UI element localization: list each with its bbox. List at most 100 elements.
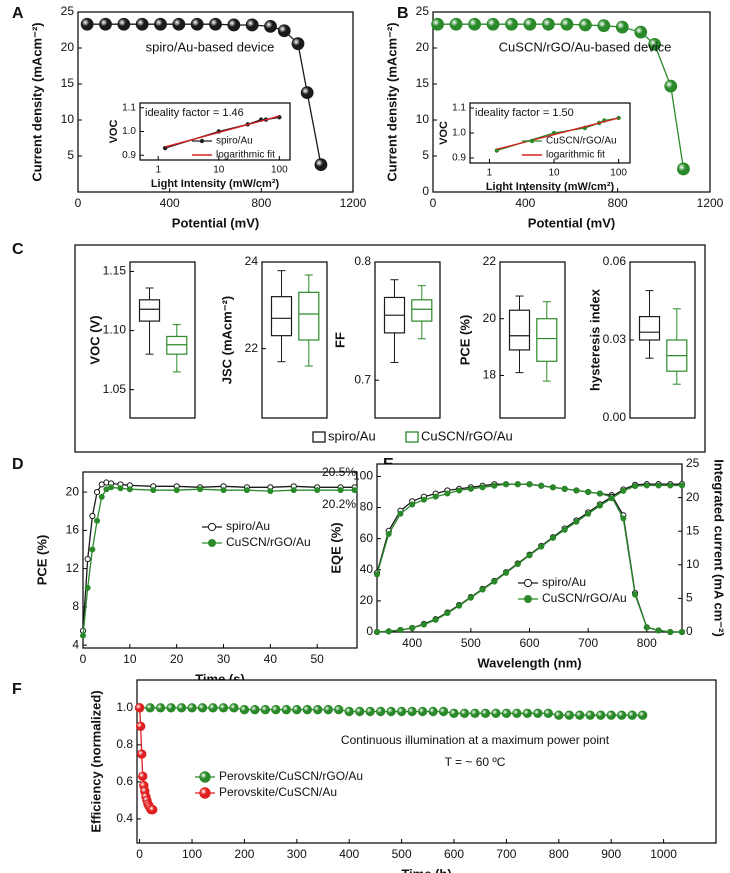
marker bbox=[667, 629, 674, 636]
marker bbox=[526, 552, 533, 559]
y-tick-label: 4 bbox=[72, 637, 79, 651]
marker bbox=[428, 706, 438, 717]
marker bbox=[438, 706, 449, 717]
marker bbox=[300, 86, 314, 100]
marker bbox=[529, 138, 535, 144]
x-tick-label: 100 bbox=[271, 165, 288, 176]
y-axis-label: EQE (%) bbox=[328, 522, 343, 573]
annotation: Continuous illumination at a maximum pow… bbox=[341, 733, 610, 747]
marker bbox=[243, 487, 250, 494]
marker bbox=[264, 19, 277, 33]
y-tick-label: 1.05 bbox=[103, 382, 127, 396]
y-tick-label: 0.9 bbox=[452, 153, 466, 164]
legend-label: Perovskite/CuSCN/Au bbox=[219, 785, 337, 799]
annotation: T = ~ 60 ºC bbox=[445, 755, 506, 769]
marker bbox=[456, 602, 463, 609]
marker bbox=[207, 539, 216, 548]
marker bbox=[503, 569, 510, 576]
marker bbox=[227, 18, 241, 32]
marker bbox=[138, 771, 148, 782]
marker bbox=[199, 787, 211, 799]
marker bbox=[432, 493, 439, 500]
marker bbox=[209, 17, 222, 31]
marker bbox=[449, 17, 463, 31]
marker bbox=[444, 610, 451, 617]
marker bbox=[479, 586, 486, 593]
panel-letter: B bbox=[397, 5, 409, 22]
marker bbox=[501, 708, 512, 719]
marker bbox=[543, 708, 554, 719]
y-tick-label: 1.10 bbox=[103, 323, 127, 337]
y-axis-label: VOC bbox=[108, 120, 120, 144]
marker bbox=[432, 616, 439, 623]
marker bbox=[409, 624, 416, 631]
marker bbox=[467, 594, 474, 601]
marker bbox=[575, 710, 585, 720]
marker bbox=[344, 706, 354, 717]
inset-annotation: ideality factor = 1.46 bbox=[145, 107, 244, 119]
y-tick-label: 24 bbox=[245, 254, 259, 268]
marker bbox=[154, 17, 167, 31]
marker bbox=[608, 495, 615, 502]
marker bbox=[145, 703, 155, 713]
marker bbox=[456, 487, 463, 494]
panel-letter: D bbox=[12, 456, 24, 473]
legend-label: logarithmic fit bbox=[546, 150, 605, 161]
marker bbox=[561, 485, 568, 492]
marker bbox=[444, 490, 451, 497]
marker bbox=[80, 17, 94, 31]
marker bbox=[84, 555, 91, 563]
marker bbox=[197, 703, 208, 713]
marker bbox=[148, 804, 158, 815]
y-tick-label: 80 bbox=[360, 500, 374, 514]
marker bbox=[523, 17, 537, 31]
y-tick-label: 0.03 bbox=[603, 332, 627, 346]
y-tick-label: 100 bbox=[353, 469, 373, 483]
marker bbox=[514, 481, 521, 488]
x-tick-label: 10 bbox=[548, 168, 560, 179]
marker bbox=[407, 706, 417, 717]
curve-label: CuSCN/rGO/Au-based device bbox=[499, 39, 672, 54]
marker bbox=[373, 629, 380, 636]
y-tick-label: 25 bbox=[61, 4, 75, 18]
marker bbox=[655, 482, 662, 489]
marker bbox=[281, 704, 292, 715]
marker bbox=[150, 487, 157, 494]
x-tick-label: 0 bbox=[430, 196, 437, 210]
marker bbox=[616, 710, 627, 720]
y-tick-label: 0.00 bbox=[603, 410, 627, 424]
marker bbox=[197, 486, 204, 493]
marker bbox=[677, 162, 690, 176]
x-tick-label: 900 bbox=[601, 847, 621, 861]
y-tick-label: 1.15 bbox=[103, 264, 127, 278]
y-tick-label: 15 bbox=[416, 76, 430, 90]
marker bbox=[323, 704, 333, 715]
marker bbox=[354, 706, 365, 717]
y-tick-label: 20 bbox=[483, 311, 497, 325]
marker bbox=[417, 706, 428, 717]
y-axis-label: PCE (%) bbox=[457, 315, 472, 366]
legend-swatch bbox=[312, 431, 326, 443]
y2-tick-label: 10 bbox=[686, 557, 700, 571]
y-tick-label: 0.8 bbox=[116, 737, 133, 751]
x-tick-label: 500 bbox=[461, 636, 481, 650]
marker bbox=[277, 24, 291, 38]
x-tick-label: 800 bbox=[608, 196, 628, 210]
y-tick-label: 0.06 bbox=[603, 254, 627, 268]
legend-label: CuSCN/rGO/Au bbox=[542, 591, 627, 605]
marker bbox=[560, 17, 574, 31]
marker bbox=[108, 484, 115, 491]
marker bbox=[239, 704, 250, 715]
marker bbox=[220, 487, 227, 494]
marker bbox=[524, 595, 533, 604]
marker bbox=[578, 18, 592, 32]
marker bbox=[431, 17, 445, 31]
series-line bbox=[164, 115, 280, 148]
marker bbox=[634, 25, 648, 39]
y-axis-label: PCE (%) bbox=[34, 535, 49, 586]
box bbox=[270, 296, 293, 337]
x-tick-label: 400 bbox=[515, 196, 535, 210]
marker bbox=[627, 710, 637, 720]
x-tick-label: 400 bbox=[160, 196, 180, 210]
x-tick-label: 800 bbox=[549, 847, 569, 861]
